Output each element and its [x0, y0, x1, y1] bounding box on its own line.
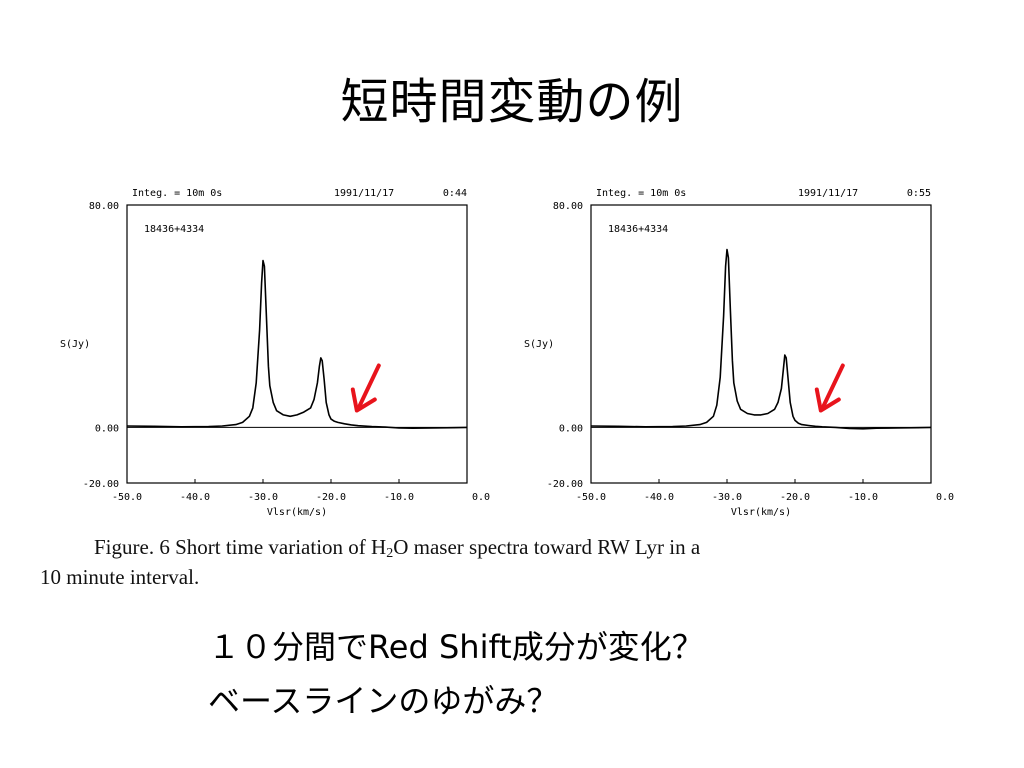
right-ytick-label: 80.00 [553, 201, 583, 212]
left-header-integ: Integ. = 10m 0s [132, 188, 222, 199]
right-xtick-label: -10.0 [848, 492, 878, 503]
caption-subscript: 2 [386, 546, 394, 561]
left-ytick-label: 0.00 [95, 423, 119, 434]
left-arrow-head [350, 387, 377, 413]
left-xtick-label: -50.0 [112, 492, 142, 503]
right-xtick-label: -40.0 [644, 492, 674, 503]
caption-part2: O maser spectra toward RW Lyr in a [393, 535, 701, 559]
right-header-date: 1991/11/17 [798, 188, 858, 199]
left-ytick-label: -20.00 [83, 479, 119, 490]
left-header-time: 0:44 [443, 188, 467, 199]
right-xtick-label: -20.0 [780, 492, 810, 503]
left-xtick-label: 0.0 [472, 492, 490, 503]
comment-line1: １０分間でRed Shift成分が変化？ [208, 628, 704, 666]
right-source-label: 18436+4334 [608, 224, 668, 235]
spectrum-chart-right: Integ. = 10m 0s 1991/11/17 0:55 18436+4334 8… [524, 188, 954, 518]
spectrum-chart-left: Integ. = 10m 0s 1991/11/17 0:44 18436+4334 8… [60, 188, 490, 518]
left-source-label: 18436+4334 [144, 224, 204, 235]
left-spectrum-line [126, 259, 468, 429]
right-header-time: 0:55 [907, 188, 931, 199]
left-ytick-label: 80.00 [89, 201, 119, 212]
left-xlabel: Vlsr(km/s) [267, 507, 327, 518]
right-ytick-label: 0.00 [559, 423, 583, 434]
right-xtick-label: -50.0 [576, 492, 606, 503]
right-spectrum-line [590, 248, 932, 430]
left-red-arrow-icon [350, 363, 381, 413]
left-ylabel: S(Jy) [60, 339, 90, 350]
right-header-integ: Integ. = 10m 0s [596, 188, 686, 199]
left-xtick-label: -20.0 [316, 492, 346, 503]
right-ytick-label: -20.00 [547, 479, 583, 490]
comment-line2: ベースラインのゆがみ？ [208, 682, 559, 720]
right-plot-frame [590, 204, 932, 484]
left-xtick-label: -10.0 [384, 492, 414, 503]
right-xlabel: Vlsr(km/s) [731, 507, 791, 518]
left-arrow-shaft [356, 363, 381, 410]
slide-title: 短時間変動の例 [340, 74, 684, 130]
right-ylabel: S(Jy) [524, 339, 554, 350]
figure-caption-line1: Figure. 6 Short time variation of H2O ma… [94, 532, 1024, 569]
caption-part1: Figure. 6 Short time variation of H [94, 535, 387, 559]
left-header-date: 1991/11/17 [334, 188, 394, 199]
right-arrow-shaft [820, 363, 845, 410]
right-red-arrow-icon [814, 363, 845, 413]
left-plot-frame [126, 204, 468, 484]
left-xtick-label: -40.0 [180, 492, 210, 503]
left-xtick-label: -30.0 [248, 492, 278, 503]
right-arrow-head [814, 387, 841, 413]
right-xtick-label: 0.0 [936, 492, 954, 503]
figure-caption-line2: 10 minute interval. [40, 565, 200, 589]
right-xtick-label: -30.0 [712, 492, 742, 503]
